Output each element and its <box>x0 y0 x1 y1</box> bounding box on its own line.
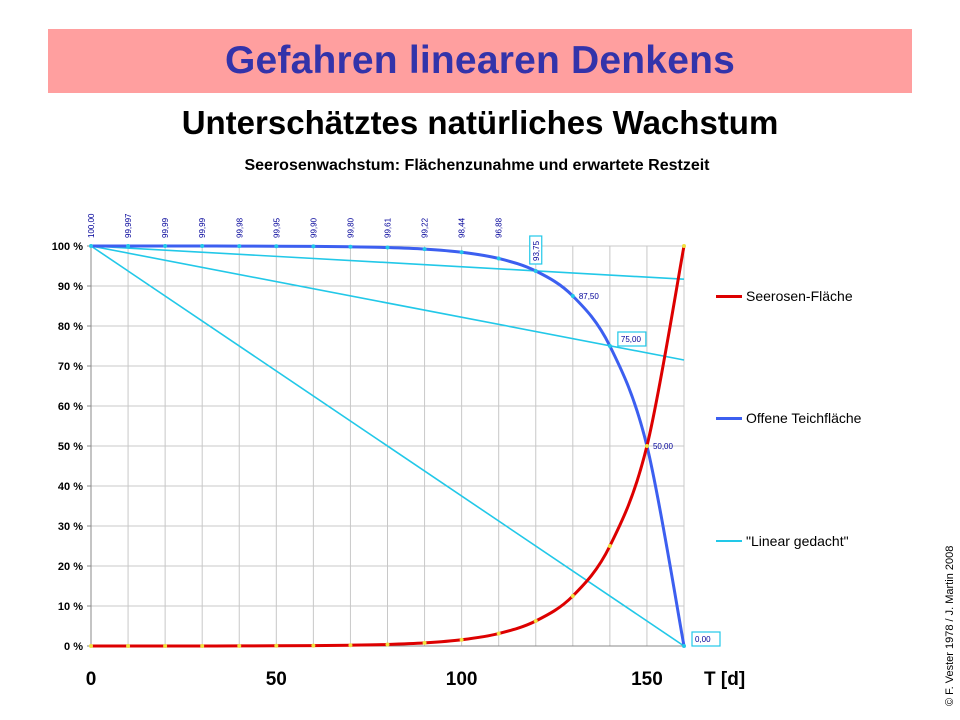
legend-label-seerosen: Seerosen-Fläche <box>746 288 853 304</box>
data-point-seerosen <box>89 644 93 648</box>
y-tick-label: 0 % <box>64 641 83 653</box>
data-point-seerosen <box>496 631 501 636</box>
data-point-seerosen <box>126 643 131 648</box>
copyright-note: © F. Vester 1978 / J. Martin 2008 <box>944 545 956 706</box>
data-point-teich <box>126 244 131 249</box>
value-label-top: 99,90 <box>309 217 318 238</box>
data-point-seerosen <box>644 444 649 448</box>
data-point-teich <box>89 244 93 248</box>
data-point-seerosen <box>682 244 686 248</box>
x-tick-label: 100 <box>446 669 478 690</box>
series-line-linear <box>90 245 685 280</box>
legend-item-teich: Offene Teichfläche <box>716 408 861 428</box>
data-point-seerosen <box>570 594 575 598</box>
data-point-teich <box>459 250 464 255</box>
value-label-top: 99,95 <box>272 217 281 238</box>
data-point-teich <box>682 644 686 648</box>
value-label-top: 99,80 <box>346 217 355 238</box>
data-point-teich <box>533 269 538 273</box>
data-point-seerosen <box>533 619 538 623</box>
data-point-teich <box>422 247 427 252</box>
value-label-point: 93,75 <box>532 240 541 261</box>
data-point-seerosen <box>274 643 279 648</box>
value-label-top: 96,88 <box>495 217 504 238</box>
legend-swatch-seerosen <box>716 294 742 298</box>
data-point-seerosen <box>237 643 242 648</box>
legend-item-linear: "Linear gedacht" <box>716 531 849 551</box>
data-point-seerosen <box>422 640 427 645</box>
value-label-top: 98,44 <box>458 217 467 238</box>
y-tick-label: 10 % <box>58 601 83 613</box>
y-tick-label: 100 % <box>52 241 83 253</box>
x-axis-label: T [d] <box>704 669 745 690</box>
chart-series <box>89 244 686 648</box>
value-label-top: 99,99 <box>198 217 207 238</box>
data-point-teich <box>607 344 612 348</box>
data-point-teich <box>385 245 390 250</box>
chart-labels: 100,00 99,997 99,99 99,99 99,98 99,95 99,90 99,… <box>87 213 721 647</box>
legend-item-seerosen: Seerosen-Fläche <box>716 286 853 306</box>
x-tick-label: 150 <box>631 669 663 690</box>
data-point-seerosen <box>200 643 205 648</box>
y-tick-label: 90 % <box>58 281 83 293</box>
value-label-top: 99,22 <box>421 217 430 238</box>
data-point-seerosen <box>607 544 612 548</box>
y-tick-label: 60 % <box>58 401 83 413</box>
data-point-seerosen <box>163 643 168 648</box>
x-tick-label: 0 <box>86 669 97 690</box>
data-point-seerosen <box>459 637 464 642</box>
value-label-top: 99,99 <box>161 217 170 238</box>
chart-axes: 0 % 10 % 20 % 30 % 40 % 50 % 60 % 70 % 80 % 90 % 1… <box>52 241 745 690</box>
data-point-teich <box>237 244 242 249</box>
value-label-box <box>529 235 543 265</box>
series-line-linear <box>90 245 685 361</box>
data-point-seerosen <box>311 643 316 648</box>
data-point-teich <box>348 244 353 249</box>
data-point-teich <box>311 244 316 249</box>
data-point-seerosen <box>348 643 353 648</box>
value-label-top: 99,98 <box>235 217 244 238</box>
series-line-linear <box>90 245 685 647</box>
legend-swatch-linear <box>716 540 742 542</box>
value-label-point: 50,00 <box>653 442 674 451</box>
data-point-teich <box>200 244 205 249</box>
series-line-teich <box>90 244 686 647</box>
y-tick-label: 20 % <box>58 561 83 573</box>
y-tick-label: 40 % <box>58 481 83 493</box>
value-label-point: 75,00 <box>621 335 642 344</box>
data-point-teich <box>570 294 575 298</box>
data-point-teich <box>163 244 168 249</box>
data-point-teich <box>274 244 279 249</box>
page-title: Gefahren linearen Denkens <box>224 39 736 82</box>
legend-swatch-teich <box>716 416 742 420</box>
x-tick-label: 50 <box>266 669 287 690</box>
page-subtitle: Unterschätztes natürliches Wachstum <box>181 104 779 141</box>
value-label-point: 0,00 <box>695 635 711 644</box>
value-label-top: 100,00 <box>87 213 96 238</box>
legend-label-teich: Offene Teichfläche <box>746 410 862 426</box>
legend-label-linear: "Linear gedacht" <box>746 533 849 549</box>
value-label-point: 87,50 <box>579 292 600 301</box>
value-label-box <box>691 631 721 647</box>
y-tick-label: 80 % <box>58 321 83 333</box>
y-tick-label: 70 % <box>58 361 83 373</box>
value-label-top: 99,61 <box>384 217 393 238</box>
value-label-top: 99,997 <box>124 213 133 238</box>
y-tick-label: 50 % <box>58 441 83 453</box>
title-banner: Gefahren linearen Denkens <box>48 29 912 93</box>
chart-title: Seerosenwachstum: Flächenzunahme und erw… <box>244 157 710 174</box>
data-point-teich <box>496 256 501 261</box>
series-line-seerosen <box>90 245 686 648</box>
y-tick-label: 30 % <box>58 521 83 533</box>
data-point-seerosen <box>385 642 390 647</box>
value-label-box <box>617 331 647 347</box>
